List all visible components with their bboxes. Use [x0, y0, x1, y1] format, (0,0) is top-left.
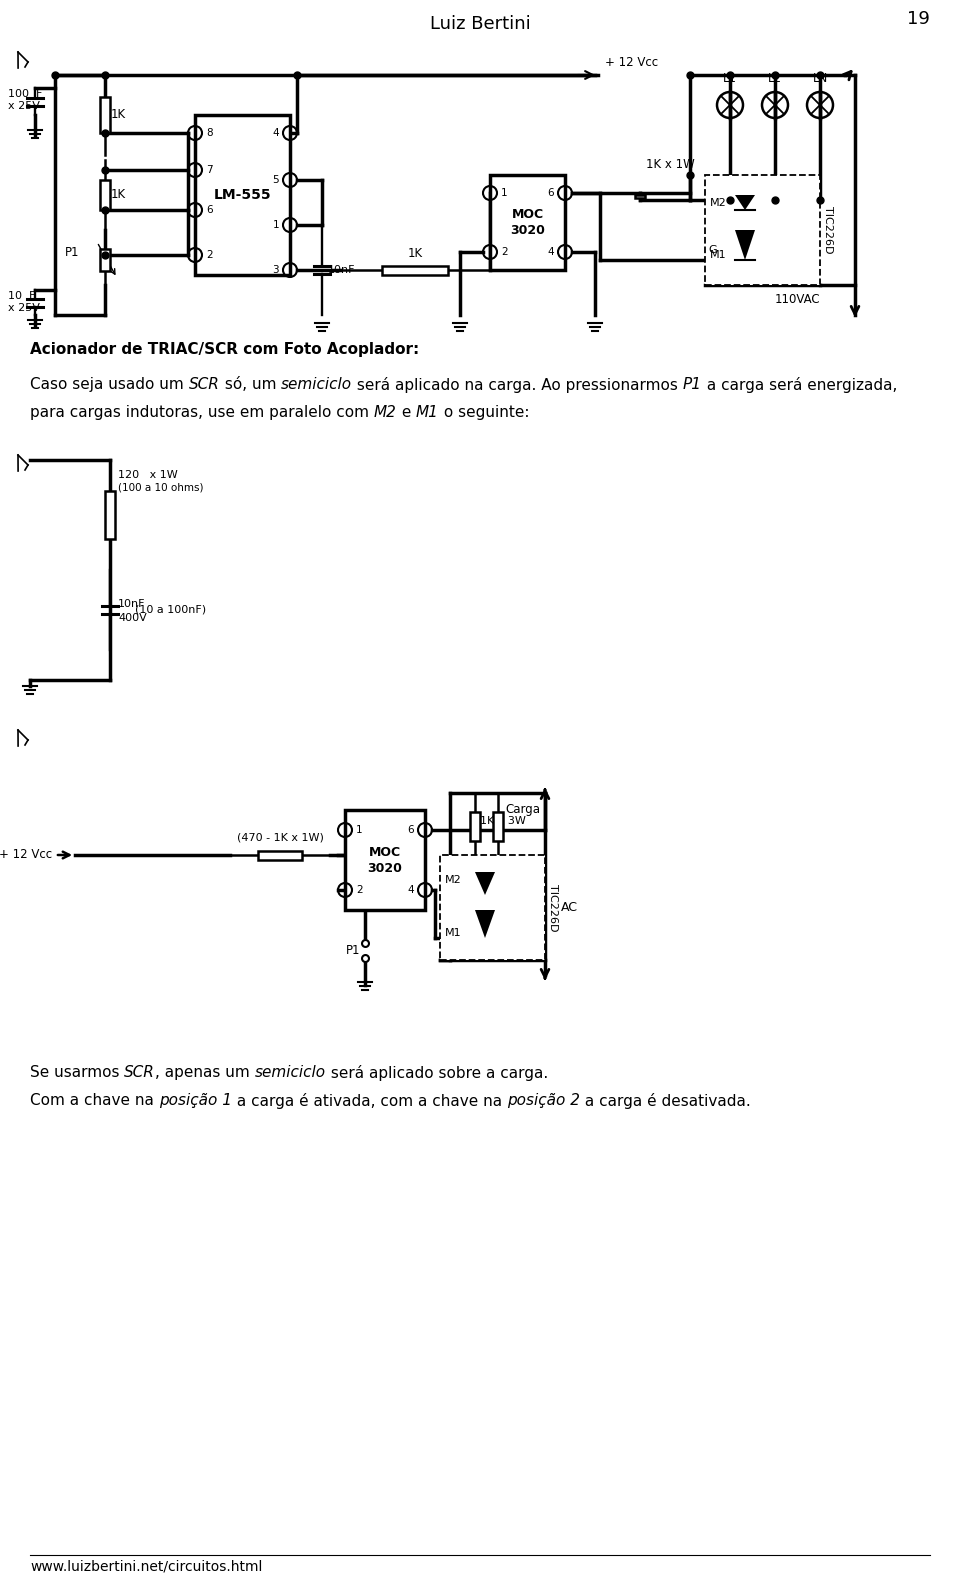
- Text: 3: 3: [273, 266, 279, 275]
- Polygon shape: [735, 196, 755, 210]
- Text: 1: 1: [501, 188, 508, 199]
- Text: 5: 5: [273, 175, 279, 184]
- Text: LN: LN: [812, 72, 828, 84]
- Text: + 12 Vcc: + 12 Vcc: [605, 56, 659, 68]
- Text: L1: L1: [723, 72, 737, 84]
- Text: TIC226D: TIC226D: [548, 884, 558, 932]
- Text: MOC
3020: MOC 3020: [510, 208, 545, 237]
- Text: 4: 4: [407, 886, 414, 895]
- Text: L2: L2: [768, 72, 782, 84]
- Text: SCR: SCR: [125, 1065, 156, 1080]
- Bar: [470, 812, 480, 841]
- Bar: [105, 491, 115, 539]
- Text: Caso seja usado um: Caso seja usado um: [30, 377, 188, 393]
- Text: a carga será energizada,: a carga será energizada,: [702, 377, 898, 393]
- Text: 4: 4: [547, 246, 554, 258]
- Text: 1: 1: [356, 825, 363, 835]
- Text: 1K: 1K: [111, 189, 126, 202]
- Text: Se usarmos: Se usarmos: [30, 1065, 125, 1080]
- Text: e: e: [396, 405, 416, 420]
- Text: MOC
3020: MOC 3020: [368, 846, 402, 874]
- Text: P1: P1: [346, 944, 360, 957]
- Text: semiciclo: semiciclo: [254, 1065, 326, 1080]
- Text: 100  F
x 25V: 100 F x 25V: [8, 89, 42, 111]
- Text: 2: 2: [501, 246, 508, 258]
- Text: 1K: 1K: [111, 108, 126, 121]
- Text: o seguinte:: o seguinte:: [439, 405, 529, 420]
- Text: 120   x 1W: 120 x 1W: [118, 471, 178, 480]
- Text: 6: 6: [206, 205, 212, 215]
- Text: 7: 7: [206, 165, 212, 175]
- Text: (10 a 100nF): (10 a 100nF): [135, 606, 206, 615]
- Text: 6: 6: [407, 825, 414, 835]
- Bar: [345, 809, 425, 909]
- Text: a carga é ativada, com a chave na: a carga é ativada, com a chave na: [231, 1092, 507, 1108]
- Text: M2: M2: [710, 199, 727, 208]
- Bar: [635, 196, 645, 199]
- Text: 10  F
x 25V: 10 F x 25V: [8, 291, 40, 313]
- Text: só, um: só, um: [220, 377, 281, 393]
- Text: 10nF: 10nF: [328, 266, 355, 275]
- Text: 8: 8: [206, 129, 212, 138]
- Text: + 12 Vcc: + 12 Vcc: [0, 849, 52, 862]
- Bar: [490, 175, 565, 270]
- Text: 6: 6: [547, 188, 554, 199]
- Bar: [492, 812, 502, 841]
- Text: 1: 1: [273, 219, 279, 231]
- Text: M1: M1: [416, 405, 439, 420]
- Text: (100 a 10 ohms): (100 a 10 ohms): [118, 483, 204, 493]
- Text: será aplicado na carga. Ao pressionarmos: será aplicado na carga. Ao pressionarmos: [352, 377, 683, 393]
- Text: Carga: Carga: [505, 803, 540, 816]
- Text: G: G: [708, 245, 716, 254]
- Text: P1: P1: [683, 377, 702, 393]
- Text: TIC226D: TIC226D: [823, 207, 833, 254]
- Text: posição 1: posição 1: [158, 1092, 231, 1108]
- Text: M2: M2: [373, 405, 396, 420]
- Text: 4: 4: [273, 129, 279, 138]
- Text: 400V: 400V: [118, 614, 147, 623]
- Text: 2: 2: [206, 250, 212, 261]
- Text: , apenas um: , apenas um: [156, 1065, 254, 1080]
- Text: para cargas indutoras, use em paralelo com: para cargas indutoras, use em paralelo c…: [30, 405, 373, 420]
- Text: a carga é desativada.: a carga é desativada.: [580, 1092, 751, 1108]
- Bar: [100, 180, 110, 210]
- Text: 10nF: 10nF: [118, 599, 146, 609]
- Polygon shape: [475, 871, 495, 895]
- Text: Com a chave na: Com a chave na: [30, 1092, 158, 1108]
- Bar: [258, 851, 302, 860]
- Text: Acionador de TRIAC/SCR com Foto Acoplador:: Acionador de TRIAC/SCR com Foto Acoplado…: [30, 342, 420, 358]
- Bar: [195, 114, 290, 275]
- Bar: [100, 250, 110, 270]
- Text: www.luizbertini.net/circuitos.html: www.luizbertini.net/circuitos.html: [30, 1560, 262, 1574]
- Text: P1: P1: [65, 245, 80, 259]
- Polygon shape: [735, 231, 755, 261]
- Bar: [705, 175, 820, 285]
- Text: M1: M1: [710, 250, 727, 261]
- Text: 2: 2: [356, 886, 363, 895]
- Text: AC: AC: [561, 902, 578, 914]
- Text: 1K x 3W: 1K x 3W: [480, 817, 526, 827]
- Text: posição 2: posição 2: [507, 1092, 580, 1108]
- Bar: [382, 266, 448, 275]
- Bar: [100, 97, 110, 132]
- Text: M1: M1: [445, 929, 462, 938]
- Text: será aplicado sobre a carga.: será aplicado sobre a carga.: [326, 1065, 548, 1081]
- Bar: [440, 855, 545, 960]
- Text: Luiz Bertini: Luiz Bertini: [430, 14, 530, 33]
- Text: M2: M2: [445, 875, 462, 886]
- Text: 1K x 1W: 1K x 1W: [646, 159, 695, 172]
- Text: 110VAC: 110VAC: [775, 293, 821, 305]
- Text: 1K: 1K: [407, 246, 422, 261]
- Text: SCR: SCR: [188, 377, 220, 393]
- Text: LM-555: LM-555: [214, 188, 272, 202]
- Text: semiciclo: semiciclo: [281, 377, 352, 393]
- Text: (470 - 1K x 1W): (470 - 1K x 1W): [236, 833, 324, 843]
- Polygon shape: [475, 909, 495, 938]
- Text: 19: 19: [907, 10, 930, 29]
